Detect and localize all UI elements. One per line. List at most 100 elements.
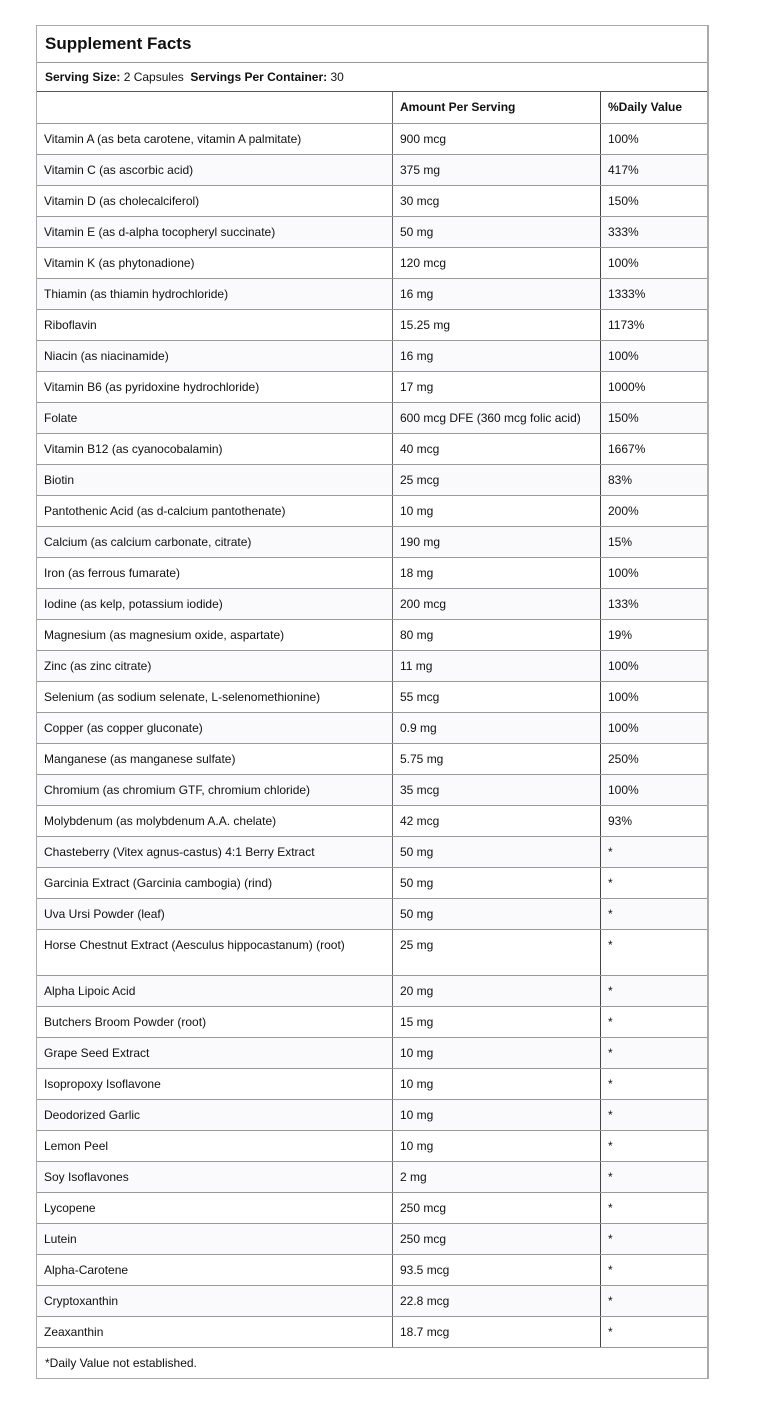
daily-value: 150% xyxy=(600,402,707,434)
ingredient-name: Vitamin D (as cholecalciferol) xyxy=(37,185,393,217)
table-row: Pantothenic Acid (as d-calcium pantothen… xyxy=(37,495,707,527)
servings-per-container-label: Servings Per Container: xyxy=(190,70,328,84)
table-row: Isopropoxy Isoflavone 10 mg * xyxy=(37,1068,707,1100)
daily-value: * xyxy=(600,867,707,899)
table-row: Vitamin D (as cholecalciferol) 30 mcg 150% xyxy=(37,185,707,217)
amount-per-serving: 5.75 mg xyxy=(392,743,601,775)
ingredient-name: Iodine (as kelp, potassium iodide) xyxy=(37,588,393,620)
daily-value: 1667% xyxy=(600,433,707,465)
ingredient-name: Calcium (as calcium carbonate, citrate) xyxy=(37,526,393,558)
daily-value: * xyxy=(600,1068,707,1100)
table-row: Vitamin B6 (as pyridoxine hydrochloride)… xyxy=(37,371,707,403)
table-row: Selenium (as sodium selenate, L-selenome… xyxy=(37,681,707,713)
table-row: Lutein 250 mcg * xyxy=(37,1223,707,1255)
daily-value: 100% xyxy=(600,774,707,806)
table-row: Vitamin C (as ascorbic acid) 375 mg 417% xyxy=(37,154,707,186)
table-row: Butchers Broom Powder (root) 15 mg * xyxy=(37,1006,707,1038)
amount-per-serving: 600 mcg DFE (360 mcg folic acid) xyxy=(392,402,601,434)
nutrient-table: Amount Per Serving %Daily Value Vitamin … xyxy=(37,92,707,1348)
amount-per-serving: 120 mcg xyxy=(392,247,601,279)
daily-value: 100% xyxy=(600,681,707,713)
daily-value: 250% xyxy=(600,743,707,775)
ingredient-name: Garcinia Extract (Garcinia cambogia) (ri… xyxy=(37,867,393,899)
table-row: Thiamin (as thiamin hydrochloride) 16 mg 1… xyxy=(37,278,707,310)
table-row: Alpha-Carotene 93.5 mcg * xyxy=(37,1254,707,1286)
daily-value: 200% xyxy=(600,495,707,527)
amount-per-serving: 50 mg xyxy=(392,867,601,899)
daily-value: 83% xyxy=(600,464,707,496)
daily-value: * xyxy=(600,929,707,976)
daily-value: 150% xyxy=(600,185,707,217)
table-row: Chromium (as chromium GTF, chromium chlo… xyxy=(37,774,707,806)
amount-per-serving: 55 mcg xyxy=(392,681,601,713)
ingredient-name: Lemon Peel xyxy=(37,1130,393,1162)
table-row: Vitamin K (as phytonadione) 120 mcg 100% xyxy=(37,247,707,279)
amount-per-serving: 2 mg xyxy=(392,1161,601,1193)
amount-per-serving: 93.5 mcg xyxy=(392,1254,601,1286)
ingredient-name: Iron (as ferrous fumarate) xyxy=(37,557,393,589)
amount-per-serving: 10 mg xyxy=(392,1099,601,1131)
ingredient-name: Molybdenum (as molybdenum A.A. chelate) xyxy=(37,805,393,837)
table-row: Horse Chestnut Extract (Aesculus hippoca… xyxy=(37,929,707,976)
supplement-facts-panel: Supplement Facts Serving Size: 2 Capsule… xyxy=(36,25,709,1379)
ingredient-name: Uva Ursi Powder (leaf) xyxy=(37,898,393,930)
amount-per-serving: 10 mg xyxy=(392,1068,601,1100)
table-row: Garcinia Extract (Garcinia cambogia) (ri… xyxy=(37,867,707,899)
ingredient-name: Niacin (as niacinamide) xyxy=(37,340,393,372)
table-header-row: Amount Per Serving %Daily Value xyxy=(37,92,707,124)
daily-value: * xyxy=(600,1006,707,1038)
amount-per-serving: 16 mg xyxy=(392,278,601,310)
ingredient-name: Lutein xyxy=(37,1223,393,1255)
table-row: Manganese (as manganese sulfate) 5.75 mg 2… xyxy=(37,743,707,775)
table-row: Vitamin E (as d-alpha tocopheryl succina… xyxy=(37,216,707,248)
amount-per-serving: 16 mg xyxy=(392,340,601,372)
ingredient-name: Thiamin (as thiamin hydrochloride) xyxy=(37,278,393,310)
amount-per-serving: 15 mg xyxy=(392,1006,601,1038)
table-row: Lemon Peel 10 mg * xyxy=(37,1130,707,1162)
ingredient-name: Selenium (as sodium selenate, L-selenome… xyxy=(37,681,393,713)
daily-value: 1333% xyxy=(600,278,707,310)
table-row: Molybdenum (as molybdenum A.A. chelate) 4… xyxy=(37,805,707,837)
ingredient-name: Butchers Broom Powder (root) xyxy=(37,1006,393,1038)
ingredient-name: Zinc (as zinc citrate) xyxy=(37,650,393,682)
daily-value: * xyxy=(600,1223,707,1255)
ingredient-name: Isopropoxy Isoflavone xyxy=(37,1068,393,1100)
table-row: Lycopene 250 mcg * xyxy=(37,1192,707,1224)
table-row: Deodorized Garlic 10 mg * xyxy=(37,1099,707,1131)
daily-value: * xyxy=(600,1316,707,1348)
table-row: Grape Seed Extract 10 mg * xyxy=(37,1037,707,1069)
table-row: Magnesium (as magnesium oxide, aspartate… xyxy=(37,619,707,651)
daily-value: * xyxy=(600,1099,707,1131)
daily-value: * xyxy=(600,1130,707,1162)
amount-per-serving: 10 mg xyxy=(392,1130,601,1162)
daily-value: 1000% xyxy=(600,371,707,403)
table-row: Vitamin B12 (as cyanocobalamin) 40 mcg 166… xyxy=(37,433,707,465)
daily-value: 417% xyxy=(600,154,707,186)
amount-per-serving: 375 mg xyxy=(392,154,601,186)
table-row: Niacin (as niacinamide) 16 mg 100% xyxy=(37,340,707,372)
amount-per-serving: 10 mg xyxy=(392,1037,601,1069)
ingredient-name: Grape Seed Extract xyxy=(37,1037,393,1069)
ingredient-name: Vitamin A (as beta carotene, vitamin A p… xyxy=(37,123,393,155)
daily-value: 93% xyxy=(600,805,707,837)
table-row: Zeaxanthin 18.7 mcg * xyxy=(37,1316,707,1348)
amount-per-serving: 200 mcg xyxy=(392,588,601,620)
table-row: Iron (as ferrous fumarate) 18 mg 100% xyxy=(37,557,707,589)
table-row: Folate 600 mcg DFE (360 mcg folic acid) 15… xyxy=(37,402,707,434)
ingredient-name: Copper (as copper gluconate) xyxy=(37,712,393,744)
ingredient-name: Vitamin C (as ascorbic acid) xyxy=(37,154,393,186)
ingredient-name: Alpha-Carotene xyxy=(37,1254,393,1286)
footnote: *Daily Value not established. xyxy=(45,1356,197,1370)
ingredient-name: Horse Chestnut Extract (Aesculus hippoca… xyxy=(37,929,393,976)
ingredient-name: Chasteberry (Vitex agnus-castus) 4:1 Ber… xyxy=(37,836,393,868)
ingredient-name: Riboflavin xyxy=(37,309,393,341)
ingredient-name: Lycopene xyxy=(37,1192,393,1224)
amount-per-serving: 17 mg xyxy=(392,371,601,403)
ingredient-name: Cryptoxanthin xyxy=(37,1285,393,1317)
daily-value: * xyxy=(600,1285,707,1317)
daily-value: 100% xyxy=(600,650,707,682)
amount-per-serving: 250 mcg xyxy=(392,1192,601,1224)
table-row: Copper (as copper gluconate) 0.9 mg 100% xyxy=(37,712,707,744)
daily-value: 1173% xyxy=(600,309,707,341)
ingredient-name: Biotin xyxy=(37,464,393,496)
